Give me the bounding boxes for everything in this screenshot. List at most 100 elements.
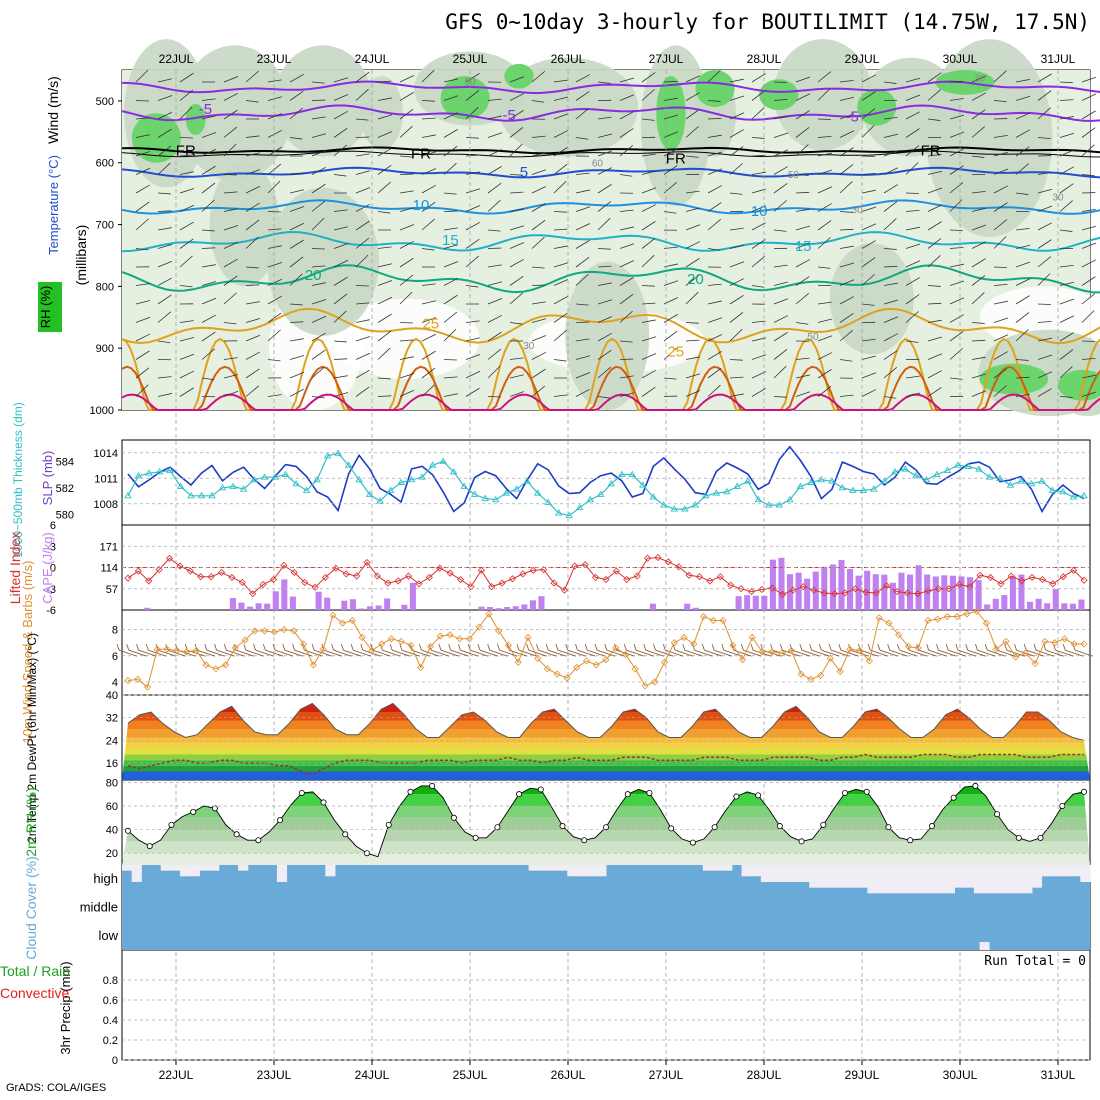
thickness-point <box>1048 486 1057 493</box>
wind-barb <box>795 208 810 212</box>
wind-barb <box>509 292 523 305</box>
lifted-index-point <box>363 558 371 567</box>
cloud-gap <box>325 865 336 877</box>
wind10m-barb <box>470 649 489 657</box>
wind10m-barb-flag <box>1043 644 1047 651</box>
lifted-index-point <box>1080 576 1088 584</box>
wind-barb <box>1037 337 1052 342</box>
wind-speed-point <box>534 654 542 662</box>
wind-barb <box>377 313 392 323</box>
wind-barb <box>509 242 525 249</box>
wind-speed-point <box>817 671 825 679</box>
isotherm-label: 15 <box>442 232 459 249</box>
lifted-index-point <box>675 563 683 571</box>
cape-bar <box>1061 603 1068 610</box>
wind-barb <box>179 171 194 175</box>
wind-barb <box>1081 127 1096 138</box>
lifted-index-point <box>290 568 298 577</box>
lifted-index-point <box>540 566 548 574</box>
thickness-point <box>859 486 868 493</box>
wind-barb <box>311 183 326 194</box>
wind10m-barb-flag <box>350 644 354 651</box>
wind-barb <box>707 367 722 379</box>
wind-barb <box>289 256 304 268</box>
wind10m-barb-flag <box>740 644 744 651</box>
wind-speed-point <box>524 633 532 642</box>
wind10m-barb-flag <box>662 644 666 651</box>
wind-barb <box>707 70 721 83</box>
cloud-gap <box>1051 865 1062 877</box>
cape-bar <box>967 577 974 610</box>
wind-barb <box>685 92 700 101</box>
wind-barb <box>773 396 787 398</box>
thickness-point <box>723 487 731 495</box>
wind10m-barb-flag <box>653 644 656 651</box>
wind-barb <box>289 222 305 231</box>
lifted-index-point <box>903 589 911 597</box>
wind-barb <box>883 133 898 138</box>
thickness-tick-label: 584 <box>56 456 74 468</box>
wind-barb <box>575 240 590 249</box>
thickness-point <box>208 491 216 499</box>
wind10m-barb-flag <box>1014 644 1017 651</box>
dewpoint-line <box>127 753 1084 776</box>
wind-barb <box>399 389 415 397</box>
wind-barb <box>443 328 457 342</box>
wind-barb <box>707 248 721 251</box>
wind-barb <box>993 135 1008 138</box>
lifted-index-point <box>1038 575 1046 584</box>
wind-barb <box>619 144 634 157</box>
wind10m-barb <box>450 649 469 657</box>
wind-barb <box>421 168 437 175</box>
wind-barb <box>905 243 921 249</box>
wind-speed-point <box>875 614 883 622</box>
wind-barb <box>333 110 348 120</box>
wind10m-barb <box>577 649 596 657</box>
wind-barb <box>267 278 283 286</box>
wind-barb <box>421 333 437 342</box>
cloud-gap <box>877 865 888 894</box>
wind-barb <box>1059 396 1073 398</box>
temp-color-band <box>122 765 1090 772</box>
wind-barb <box>1037 354 1053 360</box>
wind-barb <box>311 366 325 379</box>
lifted-index-point <box>488 583 496 591</box>
wind-barb <box>311 332 326 342</box>
wind10m-barb <box>987 649 1006 657</box>
thickness-point <box>166 466 174 473</box>
lifted-index-point <box>1070 566 1078 574</box>
wind-speed-point <box>856 646 864 655</box>
rh2m-point <box>1081 788 1088 795</box>
wind-barb <box>399 190 414 194</box>
lifted-index-point <box>727 581 735 589</box>
wind10m-barb-flag <box>867 644 871 651</box>
cape-bar <box>238 602 245 610</box>
wind-barb <box>245 236 259 249</box>
wind-barb <box>333 358 348 360</box>
wind-barb <box>839 394 854 397</box>
wind-barb <box>157 277 172 286</box>
wind-barb <box>839 79 854 83</box>
wind-barb <box>685 190 700 194</box>
wind-barb <box>377 181 391 194</box>
wind-barb <box>201 148 217 157</box>
wind-barb <box>399 373 415 379</box>
wind-barb <box>751 388 766 397</box>
wind-barb <box>927 387 942 397</box>
wind10m-barb <box>899 649 918 657</box>
rh-moist-core <box>185 104 206 135</box>
wind-barb <box>1015 329 1029 342</box>
wind-barb <box>289 206 305 212</box>
wind-barb <box>619 243 635 249</box>
wind-speed-point <box>143 683 152 691</box>
wind10m-barb-flag <box>965 644 969 651</box>
cape-bar <box>384 598 391 610</box>
wind-barb <box>201 115 216 120</box>
wind10m-barb <box>928 649 947 657</box>
wind-barb <box>443 78 458 83</box>
wind-barb <box>179 204 195 212</box>
cape-bar <box>264 603 271 610</box>
wind-barb <box>641 386 656 397</box>
cape-bar <box>692 607 699 610</box>
wind-barb <box>531 236 545 249</box>
